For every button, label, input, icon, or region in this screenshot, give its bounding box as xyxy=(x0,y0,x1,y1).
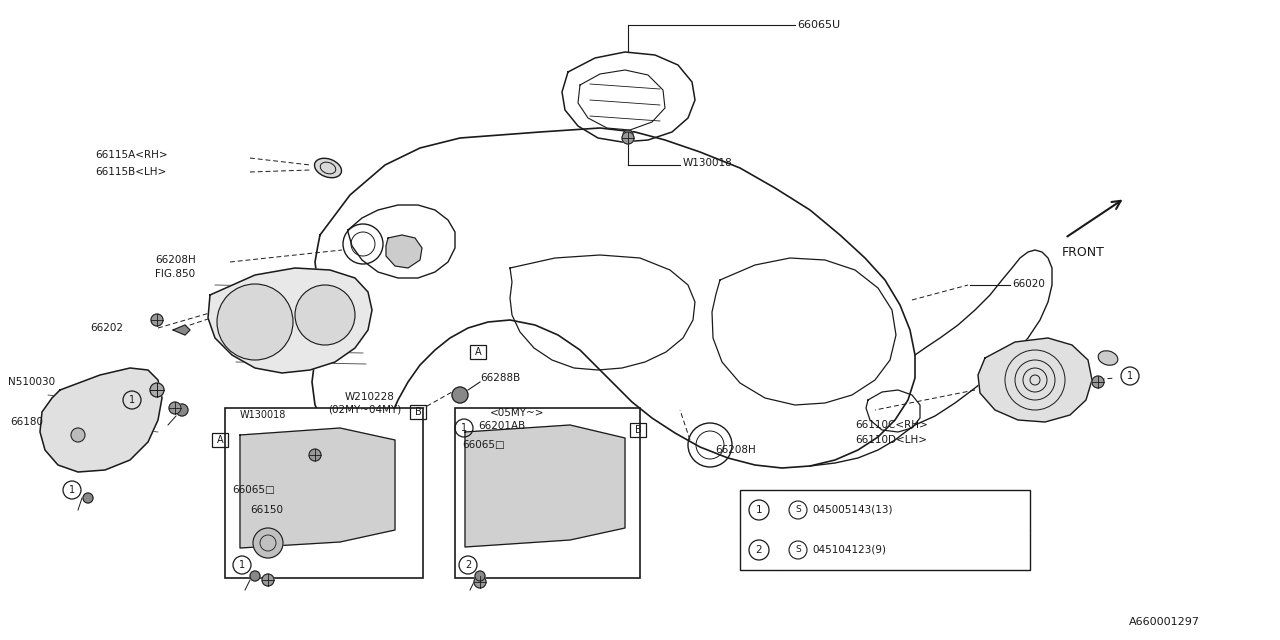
Text: N510030: N510030 xyxy=(8,377,55,387)
Text: 66110D<LH>: 66110D<LH> xyxy=(855,435,927,445)
Text: 1: 1 xyxy=(69,485,76,495)
Bar xyxy=(630,423,646,437)
Text: 66201AB: 66201AB xyxy=(477,421,525,431)
Circle shape xyxy=(452,387,468,403)
Text: S: S xyxy=(795,506,801,515)
Circle shape xyxy=(250,571,260,581)
Bar xyxy=(410,405,426,419)
Polygon shape xyxy=(387,235,422,268)
Text: 66180: 66180 xyxy=(10,417,44,427)
Bar xyxy=(740,490,1030,570)
Text: FRONT: FRONT xyxy=(1062,246,1105,259)
Bar xyxy=(454,408,640,578)
Text: 66115A<RH>: 66115A<RH> xyxy=(95,150,168,160)
Circle shape xyxy=(151,314,163,326)
Ellipse shape xyxy=(315,158,342,178)
Text: 66150: 66150 xyxy=(250,505,283,515)
Polygon shape xyxy=(173,325,189,335)
Text: 66065□: 66065□ xyxy=(462,440,504,450)
Text: <05MY~>: <05MY~> xyxy=(490,408,544,418)
Circle shape xyxy=(1092,376,1103,388)
Circle shape xyxy=(70,428,84,442)
Circle shape xyxy=(294,285,355,345)
Circle shape xyxy=(475,571,485,581)
Polygon shape xyxy=(978,338,1092,422)
Ellipse shape xyxy=(1098,351,1117,365)
Polygon shape xyxy=(207,268,372,373)
Text: 2: 2 xyxy=(465,560,471,570)
Text: 66208H: 66208H xyxy=(716,445,755,455)
Text: 045005143(13): 045005143(13) xyxy=(812,505,892,515)
Text: 1: 1 xyxy=(1126,371,1133,381)
Polygon shape xyxy=(241,428,396,548)
Circle shape xyxy=(83,493,93,503)
Text: A: A xyxy=(216,435,223,445)
Circle shape xyxy=(622,132,634,144)
Circle shape xyxy=(308,449,321,461)
Text: 66115B<LH>: 66115B<LH> xyxy=(95,167,166,177)
Text: B: B xyxy=(415,407,421,417)
Text: 045104123(9): 045104123(9) xyxy=(812,545,886,555)
Text: A: A xyxy=(475,347,481,357)
Text: 66110C<RH>: 66110C<RH> xyxy=(855,420,928,430)
Text: 66065□: 66065□ xyxy=(232,485,275,495)
Text: 1: 1 xyxy=(129,395,136,405)
Text: FIG.850: FIG.850 xyxy=(155,269,195,279)
Polygon shape xyxy=(40,368,163,472)
Text: W130018: W130018 xyxy=(241,410,287,420)
Text: 66208H: 66208H xyxy=(155,255,196,265)
Bar xyxy=(225,408,422,578)
Bar xyxy=(470,345,486,359)
Text: (02MY~04MY): (02MY~04MY) xyxy=(328,405,401,415)
Circle shape xyxy=(150,383,164,397)
Circle shape xyxy=(218,284,293,360)
Text: W210228: W210228 xyxy=(346,392,394,402)
Text: 2: 2 xyxy=(755,545,763,555)
Text: 66288B: 66288B xyxy=(480,373,520,383)
Text: 66065U: 66065U xyxy=(797,20,840,30)
Text: 1: 1 xyxy=(755,505,763,515)
Bar xyxy=(212,433,228,447)
Text: 66020: 66020 xyxy=(1012,279,1044,289)
Text: A660001297: A660001297 xyxy=(1129,617,1201,627)
Text: 66202: 66202 xyxy=(90,323,123,333)
Text: B: B xyxy=(635,425,641,435)
Text: 1: 1 xyxy=(461,423,467,433)
Text: S: S xyxy=(795,545,801,554)
Circle shape xyxy=(169,402,180,414)
Polygon shape xyxy=(465,425,625,547)
Circle shape xyxy=(262,574,274,586)
Circle shape xyxy=(253,528,283,558)
Text: W130018: W130018 xyxy=(684,158,732,168)
Circle shape xyxy=(177,404,188,416)
Circle shape xyxy=(474,576,486,588)
Text: 1: 1 xyxy=(239,560,244,570)
Circle shape xyxy=(623,130,634,140)
